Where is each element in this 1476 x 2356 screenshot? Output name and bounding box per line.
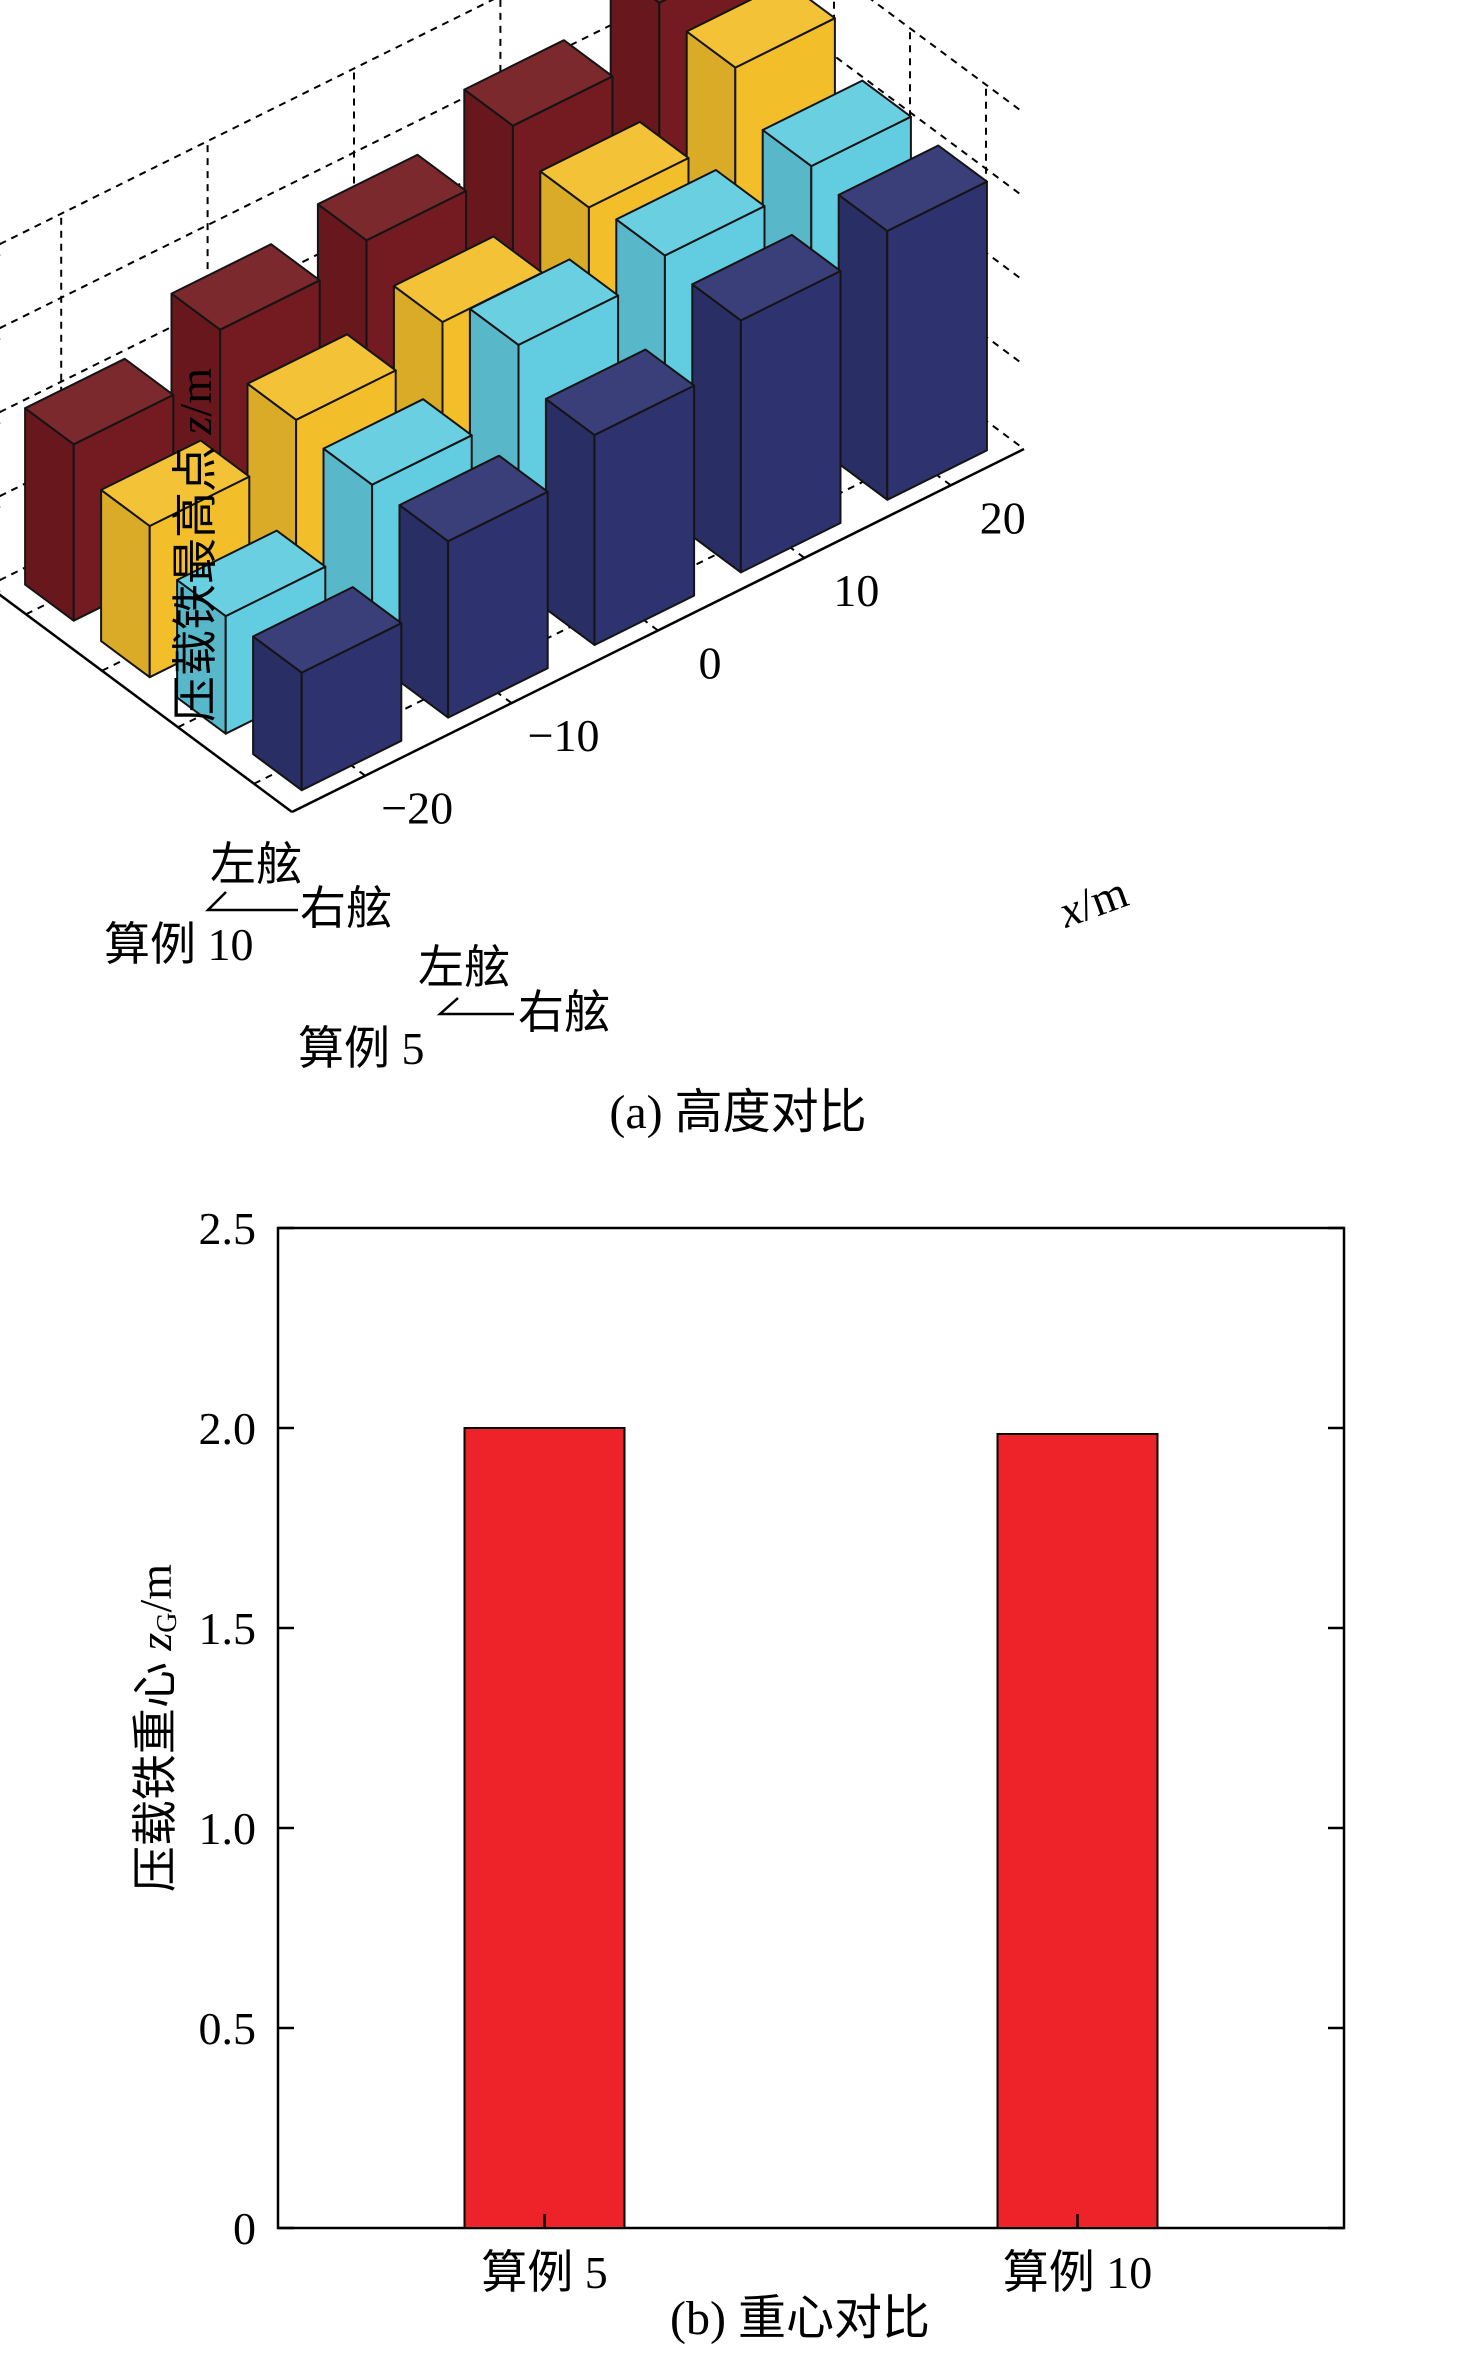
bar-top-face [761, 79, 912, 168]
bar-top-face [246, 333, 397, 421]
bar-top-face [398, 454, 549, 543]
chart-b-y-axis-label: 压载铁重心 zG/m [130, 1564, 184, 1892]
chart-a-case-labels: 左舷 右舷 算例 10 左舷 右舷 算例 5 [104, 839, 610, 1074]
chart-b-x-tick-labels: 算例 5 算例 10 [481, 2214, 1152, 2298]
bar-top-face [176, 529, 327, 618]
bar-side-face [544, 397, 596, 646]
chart-b-bar [463, 1427, 626, 2229]
bar-top-face [468, 258, 620, 346]
bar-top-face [539, 120, 690, 209]
bar-front-face [739, 270, 842, 574]
chart-b-y-tick-label: 2.0 [199, 1403, 257, 1454]
chart-a-bars [24, 0, 988, 792]
chart-b-x-tick-label: 算例 10 [1003, 2247, 1153, 2298]
chart-b-y-tick-label: 2.5 [199, 1203, 257, 1254]
chart-a-caption: (a) 高度对比 [609, 1086, 866, 1139]
case-5-label: 算例 5 [298, 1023, 425, 1074]
chart-a-x-tick-label: 0 [699, 638, 722, 689]
chart-a-x-axis-label: x/m [1051, 866, 1134, 938]
bar-top-face [463, 39, 614, 127]
bar-算例 5 右舷-x20 [837, 144, 988, 501]
case-5-port-label: 左舷 [418, 942, 510, 993]
bar-top-face [252, 586, 403, 674]
bar-top-face [685, 0, 836, 69]
case-10-port-label: 左舷 [210, 839, 302, 890]
case-5-bracket [436, 997, 514, 1016]
chart-b-bar [996, 1433, 1159, 2229]
chart-b-y-tick-label: 1.5 [199, 1603, 257, 1654]
case-10-label: 算例 10 [104, 919, 254, 970]
bar-side-face [837, 193, 889, 501]
case-10-bracket [204, 891, 298, 912]
chart-a-x-tick-labels: −20 −10 0 10 20 [381, 492, 1026, 833]
bar-top-face [837, 144, 988, 232]
chart-b-x-tick-label: 算例 5 [481, 2247, 608, 2298]
chart-b-caption: (b) 重心对比 [670, 2292, 930, 2345]
case-5-starboard-label: 右舷 [518, 987, 610, 1038]
bar-top-face [615, 169, 766, 257]
chart-b-bars [463, 1427, 1159, 2229]
chart-a-x-tick-label: −10 [528, 710, 600, 761]
bar-side-face [691, 283, 742, 574]
bar-top-face [653, 0, 667, 4]
chart-a-x-tick-label: −20 [381, 783, 453, 834]
case-10-starboard-label: 右舷 [300, 883, 392, 934]
bar-top-face [544, 348, 696, 436]
bar-top-face [691, 233, 842, 322]
chart-b-y-tick-label: 0 [233, 2203, 256, 2254]
bar-top-face [24, 357, 175, 446]
chart-a-z-axis-label: 压载铁最高点 z/m [170, 368, 221, 722]
chart-a-x-tick-label: 10 [833, 565, 879, 616]
bar-算例 5 右舷-x0 [544, 348, 696, 646]
bar-算例 5 右舷-x10 [691, 233, 842, 574]
chart-a-x-tick-label: 20 [980, 492, 1026, 543]
bar-front-face [886, 180, 988, 501]
center-of-gravity-chart: 0 0.5 1.0 1.5 2.0 2.5 算例 5 算例 10 压载铁重心 zG/m (b… [130, 1203, 1346, 2345]
bar-top-face [322, 398, 473, 486]
chart-b-y-ticks: 0 0.5 1.0 1.5 2.0 2.5 [199, 1203, 1344, 2254]
chart-b-plot-frame [276, 1226, 1346, 2230]
bar-top-face [170, 243, 321, 331]
bar-算例 5 右舷-x-10 [398, 454, 549, 719]
bar-top-face [100, 439, 251, 527]
chart-b-y-tick-label: 0.5 [199, 2003, 257, 2054]
bar-算例 5 右舷-x-20 [252, 586, 403, 792]
bar-top-face [316, 153, 468, 242]
chart-b-y-tick-label: 1.0 [199, 1803, 257, 1854]
